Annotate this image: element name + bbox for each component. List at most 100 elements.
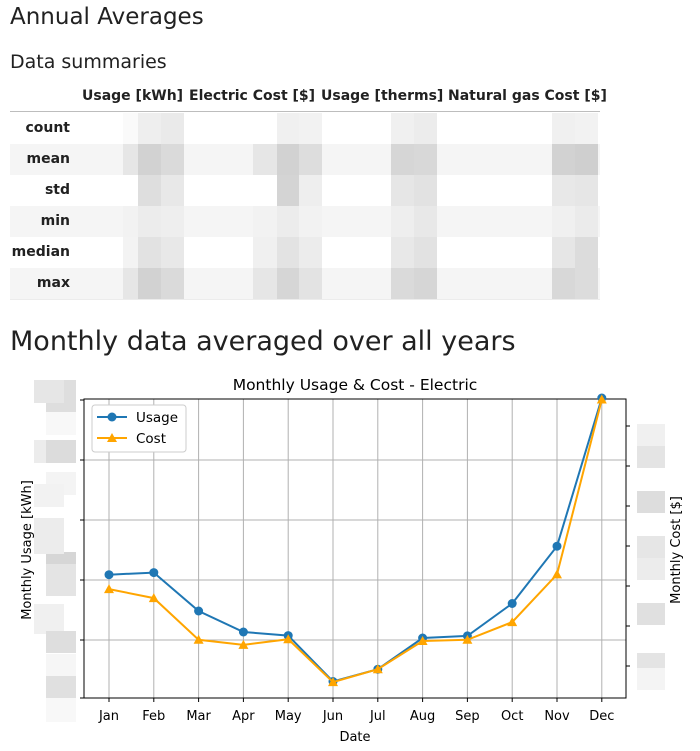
data-point-cost [193,634,204,644]
data-point-cost [596,394,607,404]
masked-cell [552,175,575,206]
x-tick-label: Dec [589,709,614,724]
x-tick-label: May [275,709,302,724]
masked-cell [161,113,184,144]
data-point-usage [149,568,159,578]
masked-cell [575,175,598,206]
masked-cell [253,268,277,299]
masked-cell [552,237,575,268]
data-point-cost [462,634,473,644]
masked-tick-label [637,536,665,558]
masked-cell [277,144,299,175]
masked-cell [575,237,598,268]
masked-cell [161,268,184,299]
masked-tick-label [46,654,76,678]
masked-cell [123,144,138,175]
masked-tick-label [34,518,64,554]
masked-cell [277,268,299,299]
table-row: mean [10,144,600,175]
masked-cell [552,206,575,237]
y2-axis-label: Monthly Cost [$] [669,496,684,604]
chart-title: Monthly Usage & Cost - Electric [233,376,478,394]
x-tick-label: Apr [232,709,255,724]
data-point-cost [372,664,383,674]
masked-cell [414,113,437,144]
masked-cell [391,113,414,144]
masked-cell [123,113,138,144]
electric-chart-svg: Jan Feb Mar Apr May Jun Jul Aug Sep Oct Nov Dec Mont… [20,376,684,745]
masked-cell [161,237,184,268]
masked-cell [138,113,161,144]
col-header-electric-cost: Electric Cost [$] [189,88,316,104]
x-tick-label: Jul [369,709,386,724]
data-point-cost [417,636,428,645]
masked-tick-label [34,380,64,403]
x-tick-label: Aug [410,709,435,724]
data-point-usage [194,606,204,616]
data-point-cost [283,634,294,644]
masked-cell [575,206,598,237]
data-point-usage [104,570,114,580]
data-point-usage [507,599,517,608]
col-header-gas-cost: Natural gas Cost [$] [448,88,607,104]
data-point-cost [328,677,338,687]
table-row: count [10,113,600,144]
x-tick-label: Feb [142,709,165,724]
masked-cell [552,268,575,299]
row-label: mean [26,151,71,167]
masked-tick-label [46,412,76,435]
masked-cell [552,113,575,144]
masked-tick-label [46,676,76,700]
masked-tick-label [637,424,665,446]
masked-cell [161,144,184,175]
annual-averages-heading: Annual Averages [10,4,204,30]
masked-cell [161,175,184,206]
legend-marker [107,412,117,422]
masked-cell [277,175,299,206]
masked-tick-label [637,558,665,580]
masked-cell [138,206,161,237]
masked-cell [299,144,322,175]
masked-tick-label [34,604,64,634]
masked-cell [391,175,414,206]
masked-cell [277,113,299,144]
masked-tick-label [46,440,76,463]
series-line-cost [108,399,603,684]
row-label: std [44,182,70,198]
table-row: max [10,268,600,299]
row-label: min [40,213,70,229]
masked-cell [138,268,161,299]
masked-cell [414,237,437,268]
x-tick-label: Jan [98,709,119,724]
legend-label: Usage [136,410,178,426]
masked-cell [414,206,437,237]
masked-cell [253,144,277,175]
x-tick-label: Nov [544,709,570,724]
masked-cell [253,206,277,237]
masked-cell [299,237,322,268]
masked-cell [277,237,299,268]
masked-cell [575,144,598,175]
data-point-cost [148,593,159,603]
table-header: Usage [kWh] Electric Cost [$] Usage [the… [10,80,607,112]
table-bottom-rule [10,299,600,300]
masked-cell [414,144,437,175]
masked-cell [138,175,161,206]
masked-cell [138,237,161,268]
legend-label: Cost [136,431,166,447]
masked-cell [123,268,138,299]
masked-tick-label [46,698,76,722]
masked-tick-label [46,631,76,653]
plot-frame [83,398,627,699]
row-label: median [11,244,70,260]
col-header-usage-kwh: Usage [kWh] [82,88,184,104]
table-row: std [10,175,600,206]
masked-tick-label [637,446,665,468]
masked-cell [575,113,598,144]
x-tick-label: Oct [501,709,523,724]
masked-cell [391,206,414,237]
masked-cell [161,206,184,237]
masked-cell [138,144,161,175]
x-tick-label: Mar [186,709,211,724]
masked-cell [414,175,437,206]
